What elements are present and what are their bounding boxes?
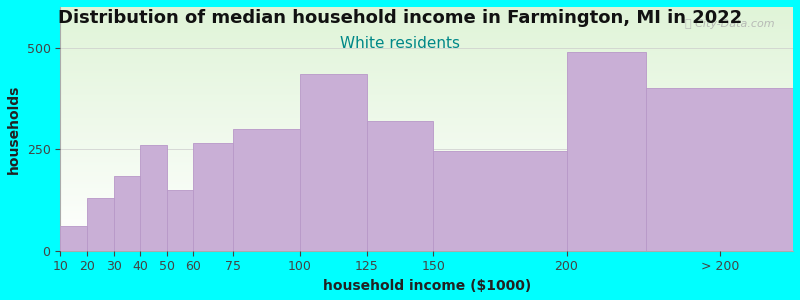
Text: White residents: White residents xyxy=(340,36,460,51)
Bar xyxy=(566,52,646,251)
Bar xyxy=(114,176,140,251)
Bar xyxy=(167,190,194,251)
Bar xyxy=(646,88,793,251)
Text: Distribution of median household income in Farmington, MI in 2022: Distribution of median household income … xyxy=(58,9,742,27)
Bar xyxy=(60,226,87,251)
Bar xyxy=(434,151,566,251)
Bar xyxy=(87,198,114,251)
Bar xyxy=(300,74,366,251)
Bar xyxy=(234,129,300,251)
Bar xyxy=(366,121,434,251)
Text: ⓘ City-Data.com: ⓘ City-Data.com xyxy=(685,19,774,29)
Bar xyxy=(194,143,234,251)
Y-axis label: households: households xyxy=(7,84,21,173)
Bar xyxy=(140,145,167,251)
X-axis label: household income ($1000): household income ($1000) xyxy=(322,279,530,293)
